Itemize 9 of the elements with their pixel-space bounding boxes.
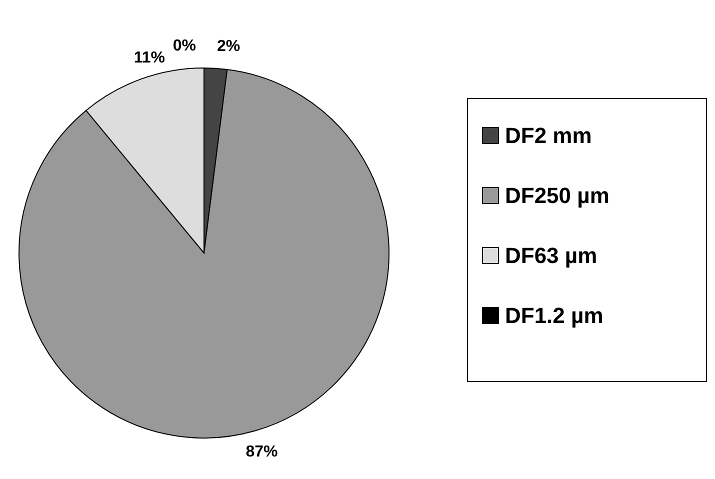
- legend-label: DF63 µm: [505, 242, 598, 268]
- legend-label: DF250 µm: [505, 182, 610, 208]
- legend-label: DF2 mm: [505, 122, 592, 148]
- pie-slice: [18, 68, 390, 438]
- data-label: 2%: [217, 38, 240, 55]
- legend-label: DF1.2 µm: [505, 302, 604, 328]
- data-label: 87%: [246, 443, 278, 460]
- text: 0%: [172, 38, 196, 54]
- data-label: 11%: [134, 50, 166, 67]
